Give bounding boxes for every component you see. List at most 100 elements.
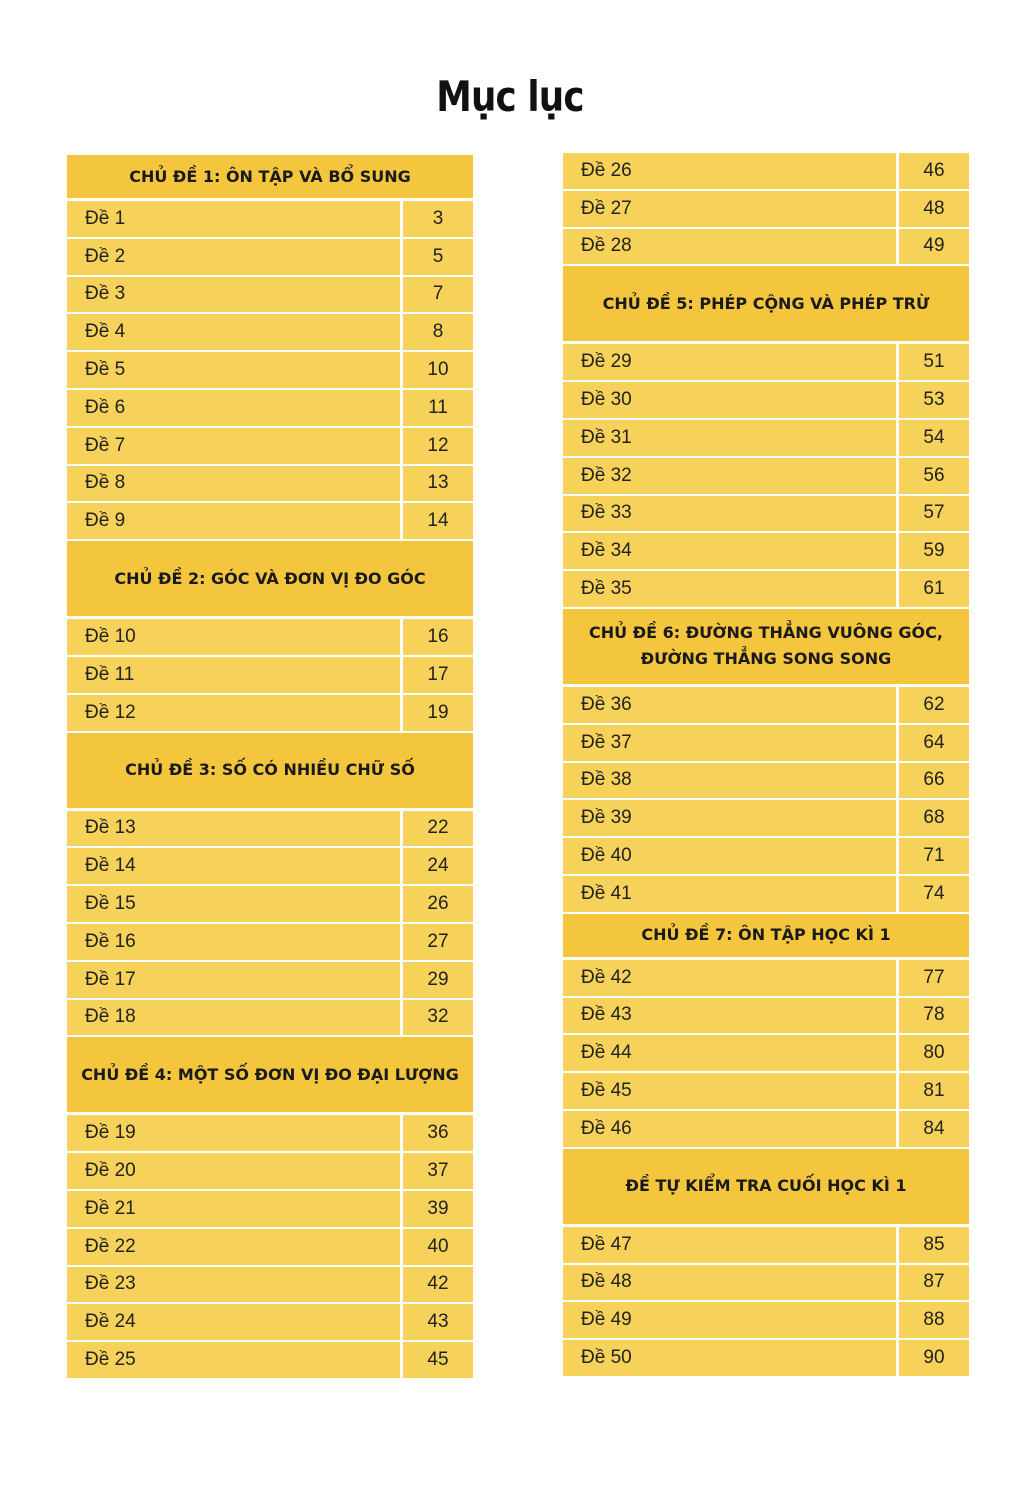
entry-page-number: 17 (403, 656, 473, 693)
entry-name: Đề 14 (67, 848, 400, 885)
toc-entry[interactable]: Đề 12 19 (67, 694, 473, 731)
entry-name: Đề 4 (67, 314, 400, 351)
entry-page-number: 51 (899, 344, 969, 381)
toc-entry[interactable]: Đề 11 17 (67, 656, 473, 693)
toc-entry[interactable]: Đề 48 87 (563, 1264, 969, 1301)
entry-page-number: 48 (899, 190, 969, 227)
entry-page-number: 43 (403, 1304, 473, 1341)
entry-name: Đề 25 (67, 1342, 400, 1378)
entry-page-number: 90 (899, 1340, 969, 1376)
entry-name: Đề 20 (67, 1153, 400, 1189)
entry-name: Đề 41 (563, 875, 896, 912)
toc-entry[interactable]: Đề 21 39 (67, 1190, 473, 1227)
section-header: CHỦ ĐỀ 5: PHÉP CỘNG VÀ PHÉP TRỪ (563, 266, 969, 342)
entry-name: Đề 50 (563, 1340, 896, 1376)
entry-name: Đề 29 (563, 344, 896, 381)
toc-entry[interactable]: Đề 40 71 (563, 838, 969, 874)
toc-entry[interactable]: Đề 5 10 (67, 352, 473, 388)
entry-page-number: 74 (899, 875, 969, 912)
entry-name: Đề 34 (563, 533, 896, 570)
toc-entry[interactable]: Đề 35 61 (563, 571, 969, 607)
section-header: CHỦ ĐỀ 1: ÔN TẬP VÀ BỔ SUNG (67, 155, 473, 198)
entry-page-number: 46 (899, 153, 969, 189)
toc-entry[interactable]: Đề 39 68 (563, 800, 969, 837)
entry-page-number: 53 (899, 382, 969, 418)
entry-name: Đề 47 (563, 1226, 896, 1263)
toc-entry[interactable]: Đề 25 45 (67, 1342, 473, 1378)
toc-entry[interactable]: Đề 13 22 (67, 810, 473, 847)
toc-entry[interactable]: Đề 41 74 (563, 875, 969, 912)
toc-entry[interactable]: Đề 37 64 (563, 724, 969, 761)
entry-name: Đề 40 (563, 838, 896, 874)
entry-page-number: 59 (899, 533, 969, 570)
entry-page-number: 11 (403, 389, 473, 426)
toc-entry[interactable]: Đề 22 40 (67, 1228, 473, 1265)
entry-name: Đề 19 (67, 1115, 400, 1152)
toc-entry[interactable]: Đề 16 27 (67, 923, 473, 960)
entry-name: Đề 12 (67, 694, 400, 731)
toc-entry[interactable]: Đề 38 66 (563, 762, 969, 799)
entry-name: Đề 7 (67, 427, 400, 464)
section-header: CHỦ ĐỀ 2: GÓC VÀ ĐƠN VỊ ĐO GÓC (67, 541, 473, 617)
toc-entry[interactable]: Đề 20 37 (67, 1153, 473, 1189)
toc-entry[interactable]: Đề 36 62 (563, 686, 969, 723)
toc-entry[interactable]: Đề 45 81 (563, 1073, 969, 1109)
entry-page-number: 66 (899, 762, 969, 799)
toc-entry[interactable]: Đề 34 59 (563, 533, 969, 570)
toc-entry[interactable]: Đề 15 26 (67, 886, 473, 922)
entry-page-number: 68 (899, 800, 969, 837)
toc-entry[interactable]: Đề 19 36 (67, 1115, 473, 1152)
entry-page-number: 14 (403, 503, 473, 540)
toc-entry[interactable]: Đề 31 54 (563, 419, 969, 456)
toc-entry[interactable]: Đề 7 12 (67, 427, 473, 464)
entry-page-number: 7 (403, 276, 473, 313)
entry-name: Đề 9 (67, 503, 400, 540)
entry-page-number: 57 (899, 495, 969, 532)
entry-name: Đề 15 (67, 886, 400, 922)
entry-page-number: 56 (899, 457, 969, 494)
toc-entry[interactable]: Đề 49 88 (563, 1302, 969, 1339)
section-header: CHỦ ĐỀ 6: ĐƯỜNG THẲNG VUÔNG GÓC, ĐƯỜNG T… (563, 608, 969, 684)
entry-name: Đề 8 (67, 465, 400, 502)
toc-entry[interactable]: Đề 17 29 (67, 961, 473, 998)
toc-entry[interactable]: Đề 46 84 (563, 1110, 969, 1147)
toc-entry[interactable]: Đề 47 85 (563, 1226, 969, 1263)
entry-name: Đề 36 (563, 686, 896, 723)
entry-name: Đề 48 (563, 1264, 896, 1301)
toc-entry[interactable]: Đề 14 24 (67, 848, 473, 885)
entry-page-number: 27 (403, 923, 473, 960)
entry-page-number: 81 (899, 1073, 969, 1109)
toc-entry[interactable]: Đề 28 49 (563, 228, 969, 265)
toc-entry[interactable]: Đề 18 32 (67, 999, 473, 1036)
toc-entry[interactable]: Đề 27 48 (563, 190, 969, 227)
toc-entry[interactable]: Đề 10 16 (67, 619, 473, 655)
entry-name: Đề 6 (67, 389, 400, 426)
toc-entry[interactable]: Đề 50 90 (563, 1340, 969, 1376)
toc-column-right: Đề 26 46 Đề 27 48 Đề 28 49 CHỦ ĐỀ 5: PHÉP CỘNG… (563, 153, 969, 1378)
toc-entry[interactable]: Đề 23 42 (67, 1266, 473, 1303)
toc-entry[interactable]: Đề 43 78 (563, 997, 969, 1034)
toc-entry[interactable]: Đề 24 43 (67, 1304, 473, 1341)
entry-name: Đề 26 (563, 153, 896, 189)
entry-name: Đề 23 (67, 1266, 400, 1303)
toc-entry[interactable]: Đề 30 53 (563, 382, 969, 418)
toc-entry[interactable]: Đề 6 11 (67, 389, 473, 426)
entry-name: Đề 30 (563, 382, 896, 418)
toc-entry[interactable]: Đề 32 56 (563, 457, 969, 494)
entry-page-number: 77 (899, 959, 969, 996)
toc-entry[interactable]: Đề 29 51 (563, 344, 969, 381)
section-header: CHỦ ĐỀ 3: SỐ CÓ NHIỀU CHỮ SỐ (67, 732, 473, 808)
toc-entry[interactable]: Đề 9 14 (67, 503, 473, 540)
toc-entry[interactable]: Đề 33 57 (563, 495, 969, 532)
toc-entry[interactable]: Đề 42 77 (563, 959, 969, 996)
entry-name: Đề 35 (563, 571, 896, 607)
entry-name: Đề 33 (563, 495, 896, 532)
toc-entry[interactable]: Đề 8 13 (67, 465, 473, 502)
toc-entry[interactable]: Đề 26 46 (563, 153, 969, 189)
entry-page-number: 16 (403, 619, 473, 655)
toc-entry[interactable]: Đề 44 80 (563, 1035, 969, 1072)
